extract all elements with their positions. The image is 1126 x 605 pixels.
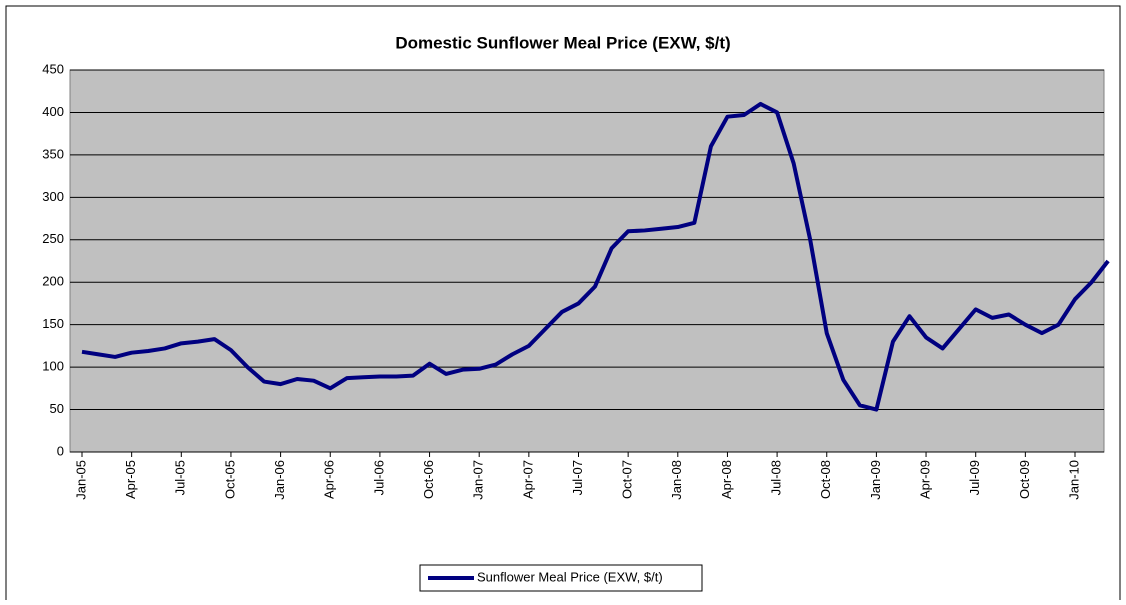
y-tick-label: 100 xyxy=(42,359,64,374)
y-tick-label: 150 xyxy=(42,316,64,331)
x-tick-label: Apr-08 xyxy=(719,460,734,499)
x-tick-label: Jan-09 xyxy=(868,460,883,500)
y-tick-label: 300 xyxy=(42,189,64,204)
x-tick-label: Jan-05 xyxy=(73,460,88,500)
x-tick-label: Jul-09 xyxy=(967,460,982,495)
x-tick-label: Jan-10 xyxy=(1066,460,1081,500)
x-tick-label: Oct-07 xyxy=(620,460,635,499)
x-tick-label: Jan-07 xyxy=(471,460,486,500)
x-tick-label: Apr-06 xyxy=(322,460,337,499)
y-tick-label: 50 xyxy=(50,401,64,416)
x-tick-label: Apr-09 xyxy=(917,460,932,499)
x-tick-label: Oct-05 xyxy=(222,460,237,499)
y-tick-label: 250 xyxy=(42,231,64,246)
x-tick-label: Oct-06 xyxy=(421,460,436,499)
y-tick-label: 200 xyxy=(42,274,64,289)
x-tick-label: Oct-09 xyxy=(1017,460,1032,499)
y-tick-label: 0 xyxy=(57,443,64,458)
legend-label: Sunflower Meal Price (EXW, $/t) xyxy=(477,569,663,584)
x-tick-label: Jul-07 xyxy=(570,460,585,495)
x-tick-label: Apr-07 xyxy=(520,460,535,499)
x-tick-label: Jul-06 xyxy=(371,460,386,495)
chart-title: Domestic Sunflower Meal Price (EXW, $/t) xyxy=(395,33,730,52)
x-tick-label: Jul-05 xyxy=(173,460,188,495)
x-tick-label: Jan-06 xyxy=(272,460,287,500)
data-line xyxy=(81,101,1110,412)
y-tick-label: 450 xyxy=(42,61,64,76)
x-tick-label: Jul-08 xyxy=(769,460,784,495)
x-tick-label: Jan-08 xyxy=(669,460,684,500)
plot-area xyxy=(69,69,1105,453)
x-tick-label: Apr-05 xyxy=(123,460,138,499)
x-tick-label: Oct-08 xyxy=(818,460,833,499)
y-tick-label: 350 xyxy=(42,146,64,161)
y-tick-label: 400 xyxy=(42,104,64,119)
